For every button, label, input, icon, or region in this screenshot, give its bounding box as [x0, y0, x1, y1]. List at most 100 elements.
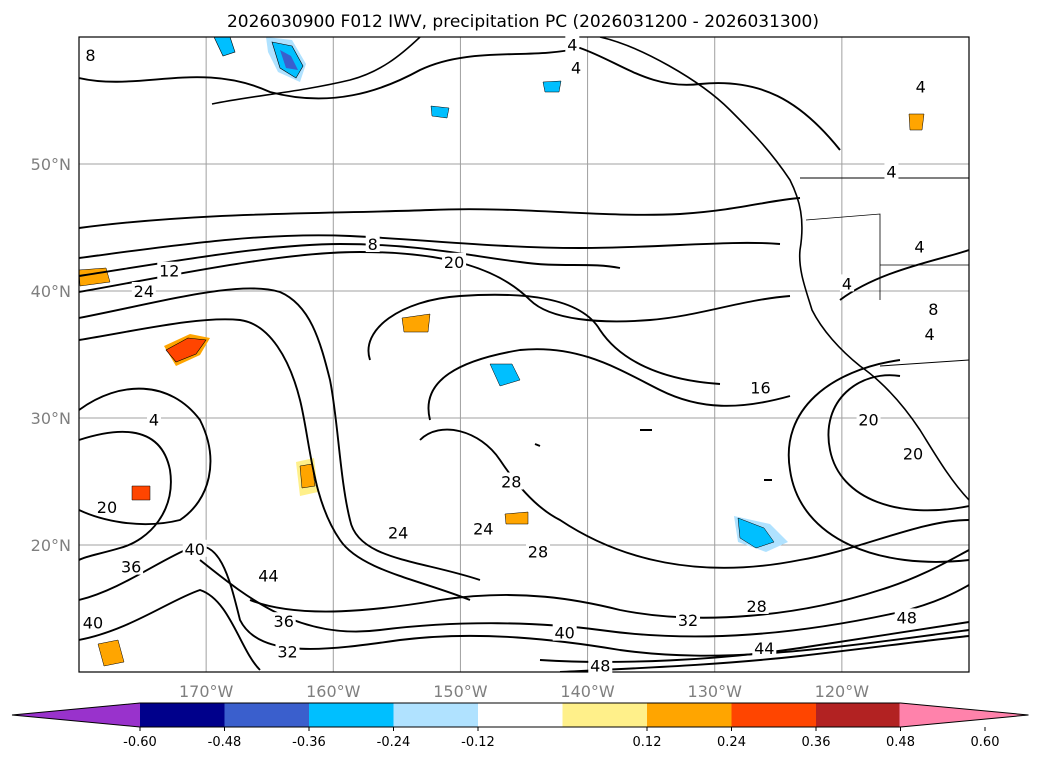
contour-label: 16	[750, 379, 770, 398]
contour-label: 4	[924, 325, 934, 344]
iwv-contour-4-north	[79, 47, 841, 151]
colorbar-tick-label: 0.60	[971, 735, 1000, 750]
precip-patch-south-hawaii	[504, 511, 529, 525]
contour-label-bg	[856, 410, 881, 428]
colorbar-tick-label: 0.24	[717, 735, 746, 750]
chart-title: 2026030900 F012 IWV, precipitation PC (2…	[227, 12, 819, 32]
iwv-contour-32	[249, 549, 969, 619]
iwv-contour-tongue-b	[427, 348, 791, 421]
contour-label: 36	[121, 558, 141, 577]
iwv-contour-8-north	[79, 197, 801, 229]
contour-label-bg	[525, 542, 550, 560]
precip-patch-gulf-alaska	[430, 105, 450, 119]
colorbar-tick-label: 0.36	[802, 735, 831, 750]
colorbar-segment	[309, 703, 394, 727]
map-background	[79, 37, 969, 672]
coastline-north-america	[599, 37, 969, 501]
colorbar-tick-label: 0.48	[886, 735, 915, 750]
contour-label-bg	[748, 378, 773, 396]
contour-label: 20	[903, 445, 923, 464]
colorbar-segment	[647, 703, 732, 727]
colorbar: -0.60 -0.48 -0.36 -0.24 -0.12 0.12 0.24 0.36 0.4…	[11, 702, 1029, 750]
precip-patch-dateline-isle	[131, 485, 151, 501]
iwv-contour-eastern-loop	[839, 249, 969, 301]
map-gridlines	[79, 37, 969, 672]
iwv-contour-20-east	[827, 374, 969, 512]
contour-label: 4	[149, 410, 159, 429]
precip-patch-mid-west-orange	[401, 313, 431, 333]
iwv-contour-16	[79, 243, 621, 277]
contour-label: 36	[274, 612, 294, 631]
precip-patch-aleutian-west	[213, 37, 236, 57]
iwv-contour-tongue-a	[367, 293, 721, 385]
colorbar-segment	[140, 703, 225, 727]
border-us-states	[805, 213, 969, 300]
contour-label: 32	[277, 643, 297, 662]
colorbar-tick-label: -0.48	[208, 735, 242, 750]
contour-label-bg	[471, 519, 496, 537]
iwv-contour-48	[559, 635, 969, 672]
contour-label-bg	[147, 410, 162, 428]
axis-ticks: 170°W 160°W 150°W 140°W 130°W 120°W 20°N 30°N 40…	[31, 155, 870, 701]
precip-patch-west-red	[165, 337, 207, 363]
contour-label-bg	[386, 523, 411, 541]
lat-tick-label: 20°N	[31, 536, 71, 555]
contour-label-bg	[676, 610, 701, 628]
colorbar-segment	[731, 703, 817, 727]
contour-label: 40	[83, 613, 103, 632]
contour-label-bg	[83, 45, 98, 63]
precip-patch-aleutian-inner	[280, 50, 298, 70]
contour-label-bg	[569, 58, 584, 76]
contour-label-bg	[94, 497, 119, 515]
colorbar-extend-high	[899, 703, 1029, 727]
lat-tick-label: 30°N	[31, 409, 71, 428]
lon-tick-label: 150°W	[433, 682, 488, 701]
contour-label-bg	[884, 162, 899, 180]
coastlines	[211, 37, 969, 501]
contour-label-bg	[839, 274, 854, 292]
contour-label: 4	[914, 238, 924, 257]
contour-label: 48	[897, 608, 917, 627]
iwv-contour-12	[79, 234, 781, 259]
contour-label: 24	[134, 282, 154, 301]
colorbar-tick-label: -0.36	[292, 735, 326, 750]
contour-label-bg	[365, 235, 380, 253]
iwv-contour-20-north	[79, 251, 791, 323]
contour-label: 4	[886, 163, 896, 182]
contour-label-bg	[256, 566, 281, 584]
contour-label: 28	[746, 597, 766, 616]
colorbar-tick-label: -0.12	[461, 735, 495, 750]
contour-label-bg	[499, 472, 524, 490]
contour-label: 4	[567, 36, 577, 55]
contour-label-bg	[752, 638, 777, 656]
precip-patch-bc-coast	[908, 113, 925, 131]
precip-patch-baja-sw-core	[737, 517, 775, 549]
map-frame	[78, 36, 970, 673]
contour-label: 40	[555, 624, 575, 643]
colorbar-tick-label: -0.24	[377, 735, 411, 750]
colorbar-segment	[816, 703, 901, 727]
contour-label-bg	[119, 557, 144, 575]
contour-label: 20	[97, 498, 117, 517]
contour-label: 4	[842, 274, 852, 293]
precip-patch-nw-subtropic	[97, 639, 125, 667]
colorbar-tick-label: -0.60	[123, 735, 157, 750]
coastline-hawaii	[534, 429, 772, 481]
contour-label: 48	[590, 657, 610, 676]
colorbar-segment	[478, 703, 563, 727]
colorbar-extend-low	[12, 703, 143, 727]
precip-patch-hawaii-north	[489, 363, 521, 387]
coastline-alaska-aleutians	[211, 37, 421, 105]
contour-label: 8	[85, 46, 95, 65]
colorbar-segment	[224, 703, 310, 727]
contour-label-bg	[182, 539, 207, 557]
contour-label: 28	[501, 473, 521, 492]
contour-label-bg	[131, 282, 156, 299]
contour-label: 4	[916, 78, 926, 97]
contour-label: 20	[858, 410, 878, 429]
iwv-contours	[79, 47, 969, 672]
contour-label-bg	[901, 444, 926, 462]
